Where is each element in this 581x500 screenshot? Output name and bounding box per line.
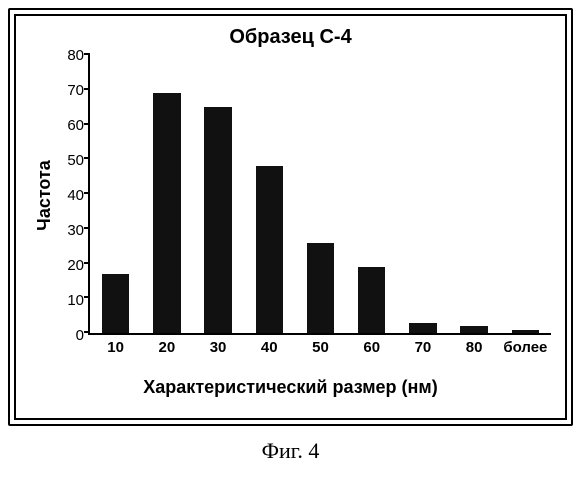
- x-tick-label: 10: [107, 339, 124, 356]
- x-tick-label: 50: [312, 339, 329, 356]
- x-tick-label: 70: [415, 339, 432, 356]
- y-tick-mark: [84, 227, 90, 229]
- plot-row: Частота 80706050403020100 10203040506070…: [30, 55, 551, 335]
- bar: [204, 107, 231, 333]
- y-tick-mark: [84, 53, 90, 55]
- outer-frame: Образец С-4 Частота 80706050403020100 10…: [8, 8, 573, 426]
- bar: [409, 323, 436, 333]
- bar-slot: 40: [250, 55, 289, 333]
- y-tick-mark: [84, 192, 90, 194]
- x-tick-label: 80: [466, 339, 483, 356]
- bar-slot: 50: [301, 55, 340, 333]
- x-tick-label: более: [503, 339, 547, 356]
- y-axis-label: Частота: [34, 160, 55, 231]
- bar-slot: 20: [147, 55, 186, 333]
- bar: [256, 166, 283, 333]
- y-tick-mark: [84, 123, 90, 125]
- bar: [307, 243, 334, 333]
- bar: [102, 274, 129, 333]
- bar: [153, 93, 180, 333]
- chart-title: Образец С-4: [30, 26, 551, 49]
- inner-frame: Образец С-4 Частота 80706050403020100 10…: [14, 14, 567, 420]
- bar-slot: более: [506, 55, 545, 333]
- y-tick-mark: [84, 88, 90, 90]
- x-tick-label: 40: [261, 339, 278, 356]
- plot-area: 1020304050607080 более: [88, 55, 551, 335]
- y-tick-mark: [84, 262, 90, 264]
- bar-slot: 10: [96, 55, 135, 333]
- page: Образец С-4 Частота 80706050403020100 10…: [0, 0, 581, 500]
- bar: [358, 267, 385, 333]
- x-tick-label: 60: [363, 339, 380, 356]
- bar-slot: 30: [198, 55, 237, 333]
- bar-slot: 60: [352, 55, 391, 333]
- x-tick-label: 20: [158, 339, 175, 356]
- x-tick-label: 30: [210, 339, 227, 356]
- y-tick-mark: [84, 296, 90, 298]
- x-axis-label: Характеристический размер (нм): [30, 377, 551, 398]
- y-axis-ticks: 80706050403020100: [58, 55, 88, 335]
- bar: [460, 326, 487, 333]
- bar: [512, 330, 539, 333]
- y-tick-mark: [84, 331, 90, 333]
- figure-caption: Фиг. 4: [8, 438, 573, 464]
- y-tick-mark: [84, 157, 90, 159]
- bar-slot: 80: [455, 55, 494, 333]
- bar-slot: 70: [403, 55, 442, 333]
- y-axis-label-cell: Частота: [30, 55, 58, 335]
